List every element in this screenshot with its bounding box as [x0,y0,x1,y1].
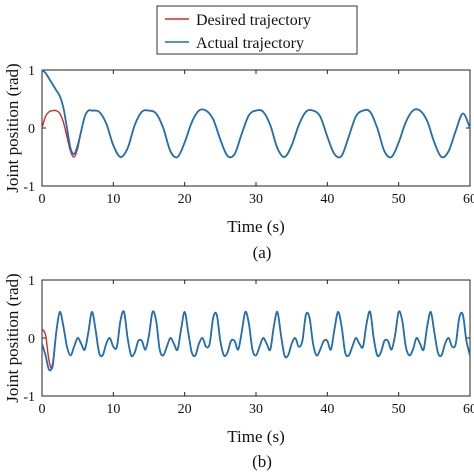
legend-box [156,5,358,55]
panel-b-ytick-label: 0 [28,332,35,347]
panel-a-xtick-label: 40 [320,192,334,207]
panel-b-xtick-label: 0 [39,402,46,417]
legend: Desired trajectory Actual trajectory [156,5,358,55]
panel-a-xtick-label: 10 [106,192,120,207]
panel-a: 0 10 20 30 40 50 60 -1 0 1 Joint position (rad) T… [3,63,474,262]
panel-b-series-actual [41,310,471,372]
panel-b-ytick-label: -1 [23,390,35,405]
panel-a-ylabel: Joint position (rad) [3,63,22,192]
panel-b-frame [41,279,471,397]
panel-b-series-desired [41,310,471,370]
panel-a-ytick-label: 0 [28,122,35,137]
panel-b-xtick-label: 40 [320,402,334,417]
panel-b-xtick-label: 30 [249,402,263,417]
panel-a-series-actual [41,69,471,159]
panel-b-ticks: 0 10 20 30 40 50 60 -1 0 1 [23,274,474,417]
panel-a-ytick-label: -1 [23,180,35,195]
panel-b-xtick-label: 10 [106,402,120,417]
panel-b: 0 10 20 30 40 50 60 -1 0 1 Joint position (rad) T… [3,273,474,471]
panel-a-series [41,69,471,159]
panel-a-series-desired [41,108,471,159]
panel-b-ytick-label: 1 [28,274,35,289]
panel-a-xtick-label: 20 [178,192,192,207]
panel-a-caption: (a) [253,243,272,262]
panel-a-xtick-label: 60 [463,192,474,207]
panel-a-xtick-label: 50 [392,192,406,207]
legend-label-actual: Actual trajectory [196,35,304,52]
panel-b-xlabel: Time (s) [227,427,284,446]
panel-b-xtick-label: 20 [178,402,192,417]
panel-b-xtick-label: 60 [463,402,474,417]
panel-a-frame [41,69,471,187]
panel-a-xtick-label: 0 [39,192,46,207]
panel-a-ytick-label: 1 [28,64,35,79]
panel-b-xtick-label: 50 [392,402,406,417]
panel-b-ylabel: Joint position (rad) [3,273,22,402]
panel-b-caption: (b) [252,452,272,471]
panel-a-xlabel: Time (s) [227,217,284,236]
panel-a-ticks: 0 10 20 30 40 50 60 -1 0 1 [23,64,474,207]
panel-b-series [41,310,471,372]
panel-a-xtick-label: 30 [249,192,263,207]
legend-label-desired: Desired trajectory [196,12,311,29]
